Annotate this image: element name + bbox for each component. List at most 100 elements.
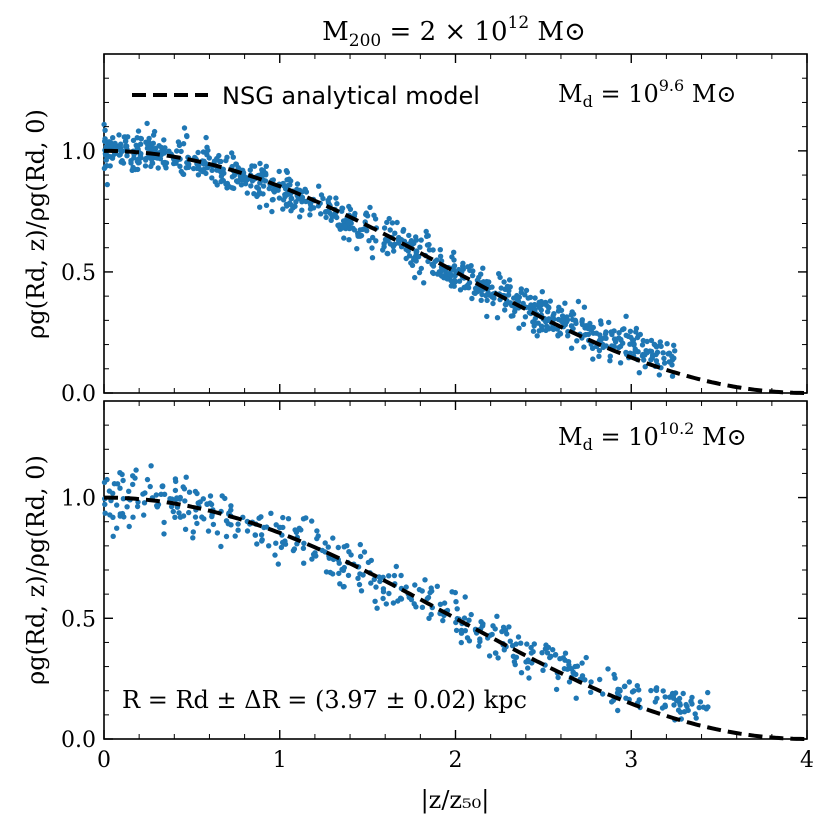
scatter-point — [552, 652, 559, 658]
scatter-point — [130, 481, 136, 488]
scatter-point — [280, 180, 286, 187]
scatter-point — [453, 627, 460, 634]
scatter-point — [569, 316, 576, 323]
scatter-point — [621, 683, 628, 690]
scatter-point — [132, 475, 138, 481]
scatter-point — [184, 133, 190, 139]
scatter-point — [110, 533, 116, 539]
scatter-point — [525, 665, 531, 671]
scatter-point — [466, 617, 472, 623]
scatter-point — [288, 202, 294, 208]
scatter-point — [103, 144, 110, 150]
scatter-point — [391, 572, 398, 579]
scatter-point — [504, 283, 511, 290]
scatter-point — [506, 277, 513, 283]
scatter-point — [110, 514, 116, 520]
scatter-point — [366, 238, 372, 244]
scatter-point — [128, 160, 134, 166]
scatter-point — [559, 317, 566, 324]
scatter-point — [596, 347, 603, 354]
scatter-point — [230, 154, 236, 160]
scatter-point — [381, 225, 388, 231]
scatter-point — [205, 147, 211, 154]
scatter-point — [530, 649, 536, 655]
scatter-point — [357, 541, 363, 548]
scatter-point — [374, 605, 380, 611]
scatter-point — [523, 287, 530, 294]
scatter-point — [273, 540, 279, 546]
scatter-point — [454, 606, 460, 612]
scatter-point — [564, 317, 571, 323]
scatter-point — [102, 127, 108, 133]
scatter-point — [656, 372, 662, 378]
scatter-point — [257, 204, 263, 210]
scatter-point — [582, 332, 588, 338]
x-tick-label: 4 — [800, 748, 814, 773]
y-tick-label: 0.0 — [61, 382, 96, 407]
scatter-point — [620, 340, 626, 346]
scatter-point — [358, 588, 365, 594]
scatter-point — [259, 172, 265, 178]
scatter-point — [605, 666, 611, 672]
scatter-point — [460, 260, 466, 266]
scatter-point — [344, 543, 350, 549]
scatter-point — [284, 169, 290, 175]
scatter-point — [680, 690, 686, 697]
scatter-point — [440, 617, 446, 624]
scatter-point — [148, 163, 154, 170]
scatter-point — [516, 325, 522, 331]
scatter-point — [408, 239, 414, 246]
radius-annotation: R = Rd ± ΔR = (3.97 ± 0.02) kpc — [122, 686, 527, 714]
scatter-point — [209, 175, 215, 181]
scatter-point — [155, 165, 161, 171]
scatter-point — [307, 212, 313, 218]
scatter-point — [101, 121, 107, 128]
scatter-point — [192, 514, 199, 520]
scatter-point — [466, 280, 473, 286]
scatter-point — [385, 250, 391, 257]
scatter-point — [336, 222, 343, 228]
scatter-point — [419, 588, 425, 594]
scatter-point — [434, 583, 440, 589]
scatter-point — [400, 228, 406, 234]
scatter-point — [412, 582, 418, 588]
scatter-point — [126, 488, 132, 494]
scatter-point — [143, 155, 149, 162]
scatter-point — [172, 514, 178, 520]
scatter-point — [637, 331, 643, 338]
scatter-point — [499, 628, 505, 635]
scatter-point — [671, 342, 677, 348]
scatter-point — [351, 227, 358, 233]
scatter-point — [284, 203, 290, 209]
scatter-point — [114, 525, 120, 531]
scatter-point — [103, 157, 110, 163]
scatter-point — [600, 691, 606, 697]
scatter-point — [669, 362, 675, 368]
scatter-point — [260, 183, 267, 189]
scatter-point — [142, 163, 149, 169]
scatter-point — [472, 290, 478, 296]
scatter-point — [341, 235, 347, 241]
scatter-point — [494, 315, 501, 321]
scatter-point — [494, 613, 500, 619]
scatter-point — [195, 172, 202, 178]
scatter-point — [502, 307, 508, 313]
scatter-point — [551, 311, 557, 317]
scatter-point — [642, 364, 648, 370]
scatter-point — [340, 218, 347, 224]
scatter-point — [387, 227, 393, 233]
scatter-point — [345, 572, 352, 579]
scatter-point — [130, 166, 136, 172]
scatter-point — [314, 528, 320, 534]
scatter-point — [574, 338, 580, 344]
scatter-point — [263, 163, 269, 169]
scatter-point — [357, 227, 363, 233]
scatter-point — [122, 138, 129, 145]
scatter-point — [510, 653, 517, 659]
scatter-point — [336, 560, 342, 566]
scatter-point — [430, 270, 437, 277]
scatter-point — [531, 319, 537, 325]
scatter-point — [462, 285, 468, 291]
scatter-point — [209, 513, 215, 520]
